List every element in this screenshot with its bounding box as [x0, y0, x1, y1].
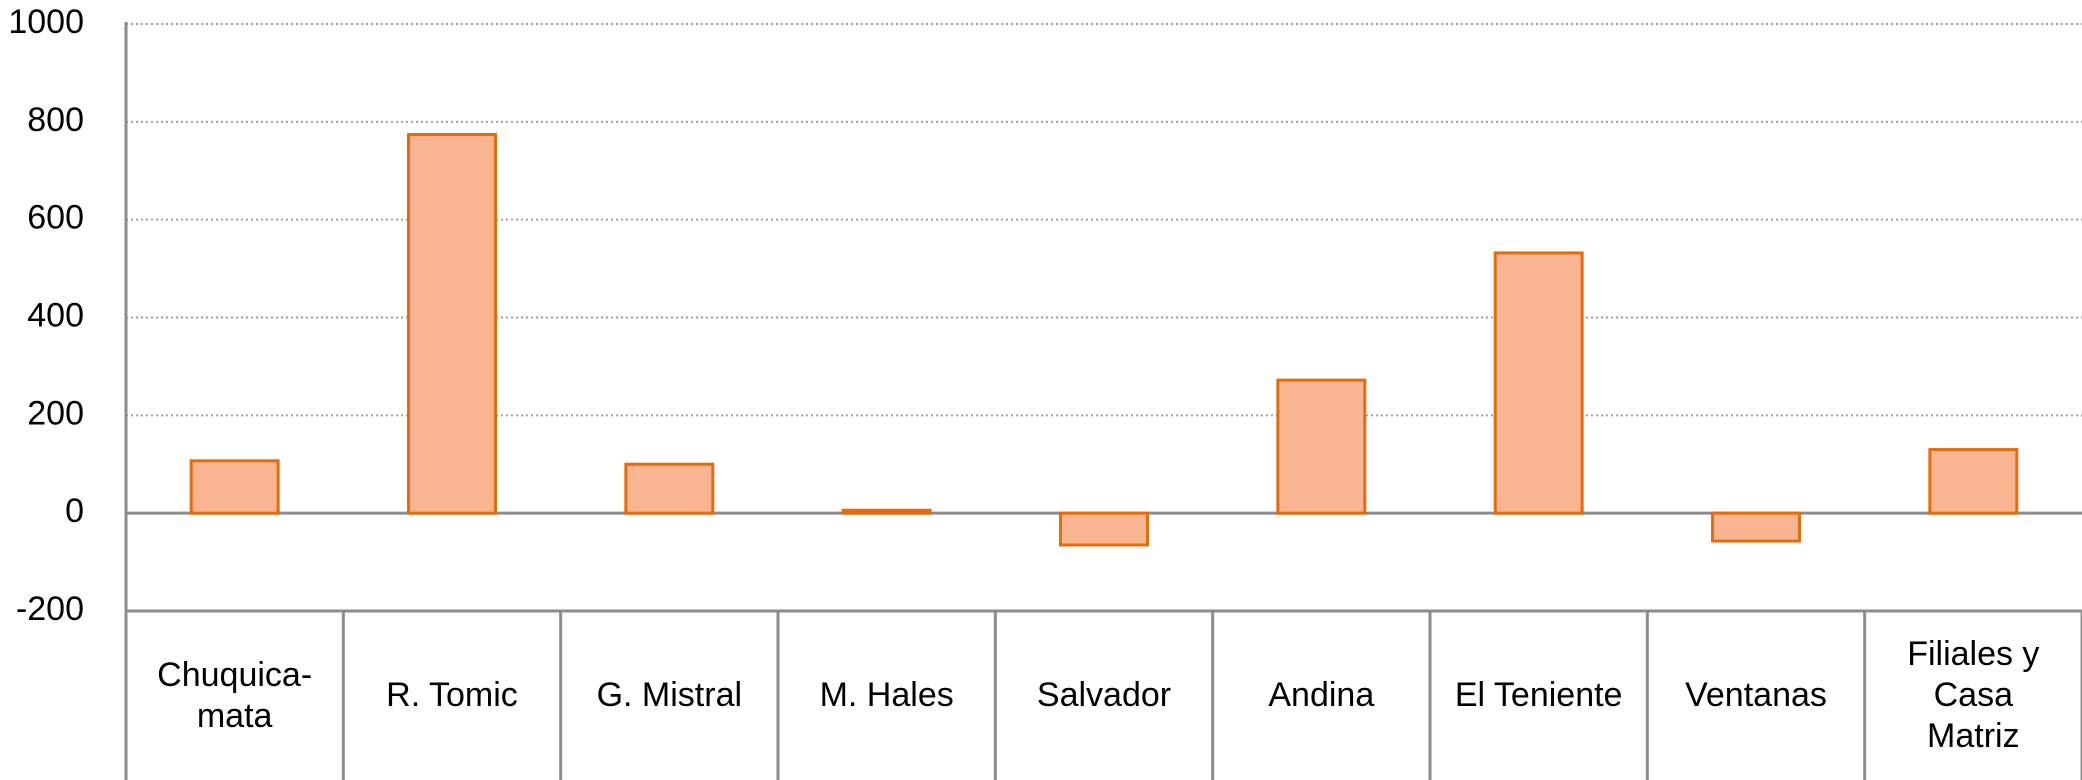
bar: [1493, 251, 1584, 515]
x-tick-label: R. Tomic: [386, 676, 518, 715]
bar: [841, 508, 932, 515]
y-tick-label: 600: [27, 199, 84, 237]
y-tick-label: 200: [27, 394, 84, 432]
bar: [407, 133, 497, 515]
y-tick-label: -200: [16, 590, 84, 628]
y-tick-label: 400: [27, 296, 84, 334]
y-tick-label: 0: [65, 492, 84, 530]
bar: [1276, 378, 1367, 515]
y-tick-label: 1000: [8, 3, 84, 41]
bar: [1711, 511, 1801, 543]
bar: [1928, 448, 2019, 515]
bar: [1059, 511, 1149, 547]
bar: [189, 459, 280, 515]
x-tick-label: Chuquica- mata: [157, 655, 313, 735]
x-tick-label: Salvador: [1036, 676, 1172, 715]
y-tick-label: 800: [27, 101, 84, 139]
x-tick-label: M. Hales: [819, 676, 954, 715]
x-tick-label: G. Mistral: [596, 676, 743, 715]
x-tick-label: El Teniente: [1454, 676, 1623, 715]
x-tick-label: Filiales y Casa Matriz: [1907, 635, 2040, 755]
x-tick-label: Andina: [1268, 676, 1375, 715]
bar: [624, 462, 715, 515]
x-tick-label: Ventanas: [1685, 676, 1827, 715]
